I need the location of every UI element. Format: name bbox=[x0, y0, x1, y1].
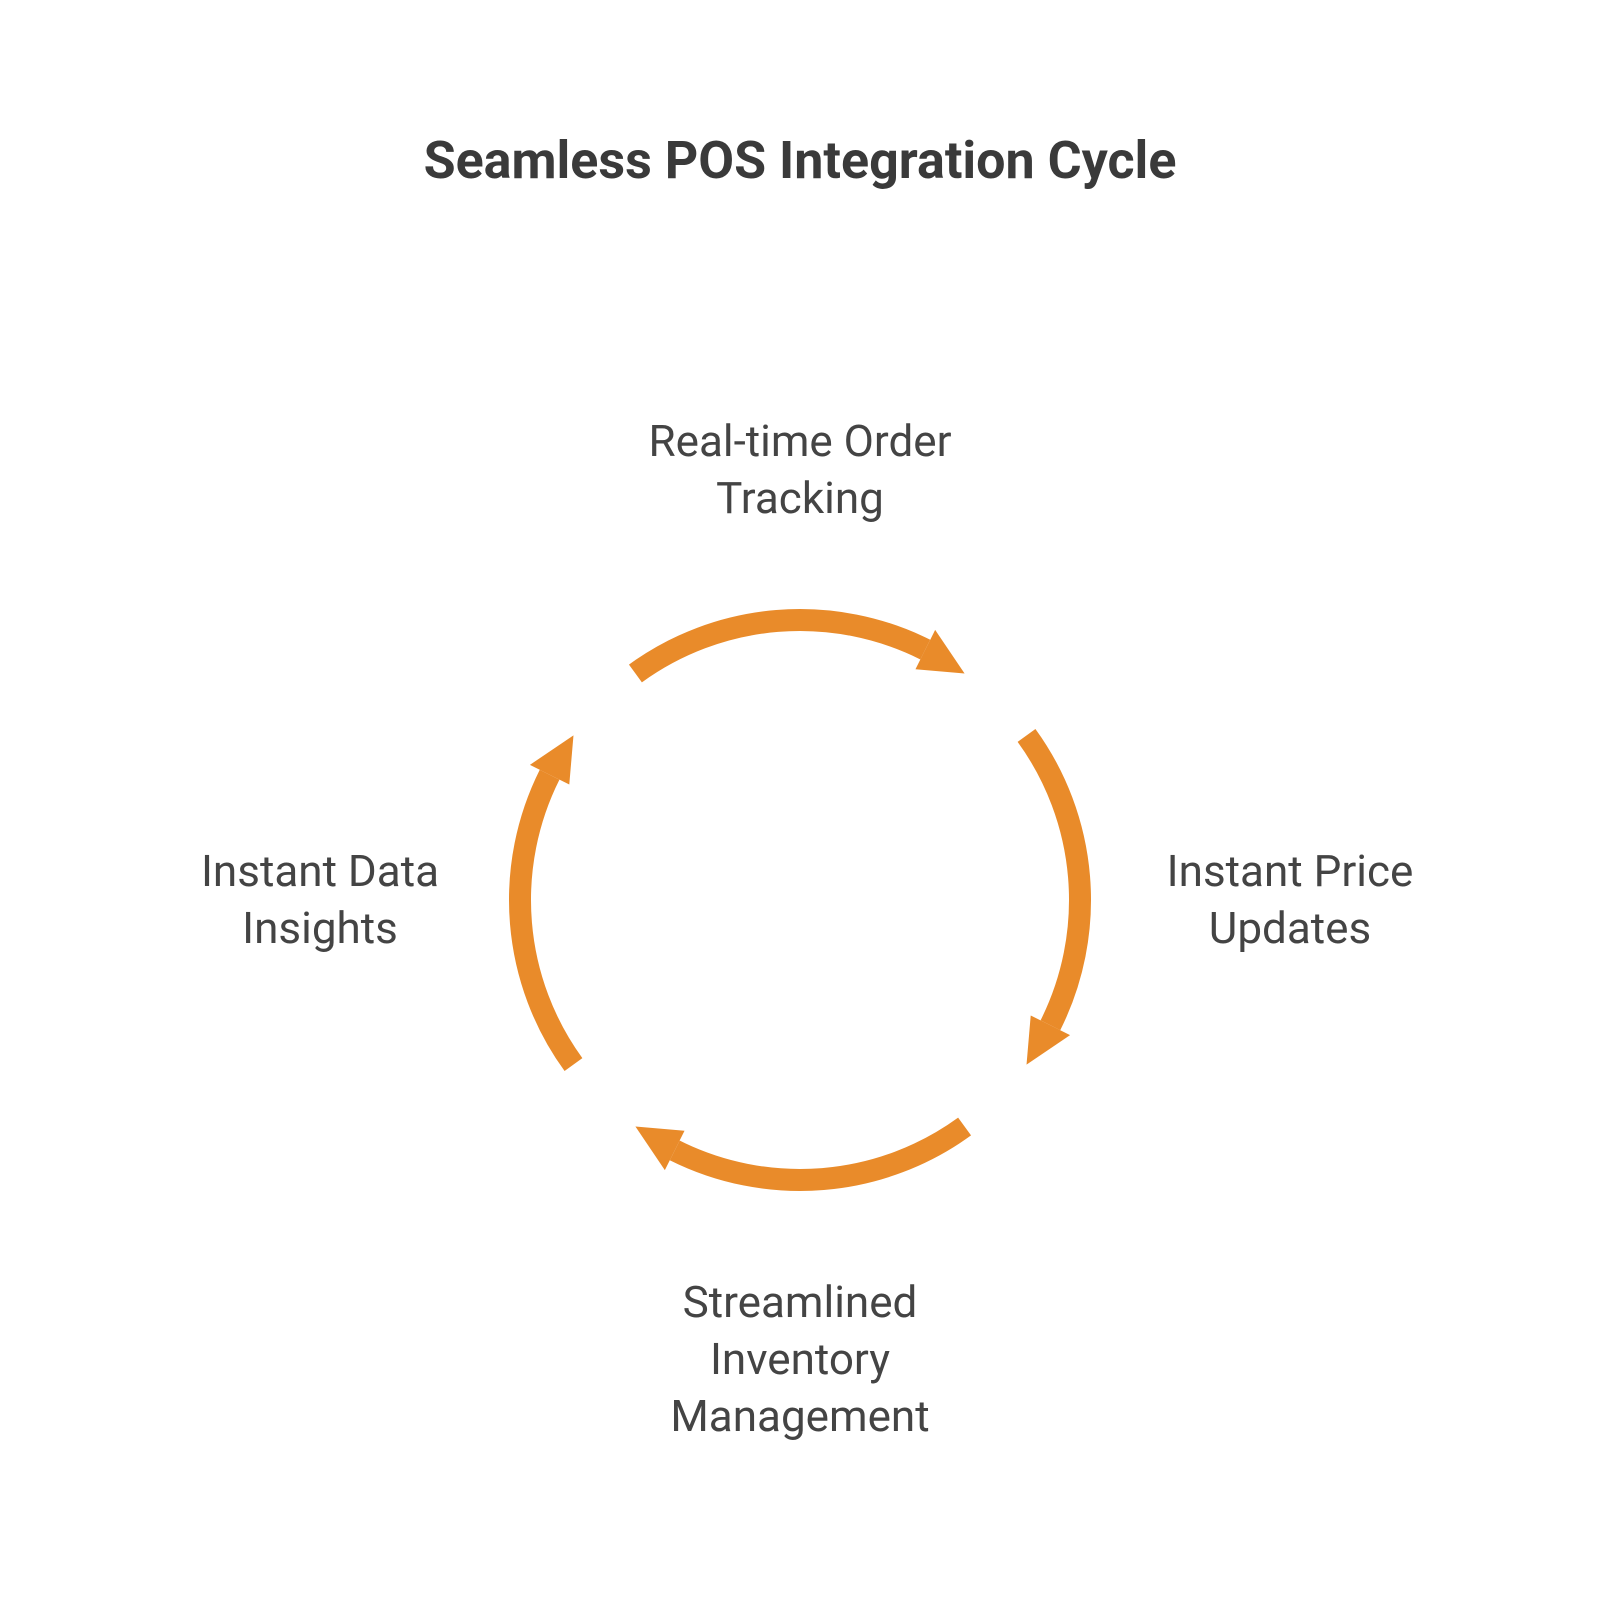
label-bottom: Streamlined Inventory Management bbox=[550, 1274, 1050, 1446]
label-left: Instant Data Insights bbox=[70, 843, 570, 957]
diagram-container: Seamless POS Integration Cycle Real-time… bbox=[0, 0, 1600, 1600]
label-top: Real-time Order Tracking bbox=[550, 413, 1050, 527]
label-right: Instant Price Updates bbox=[1040, 843, 1540, 957]
